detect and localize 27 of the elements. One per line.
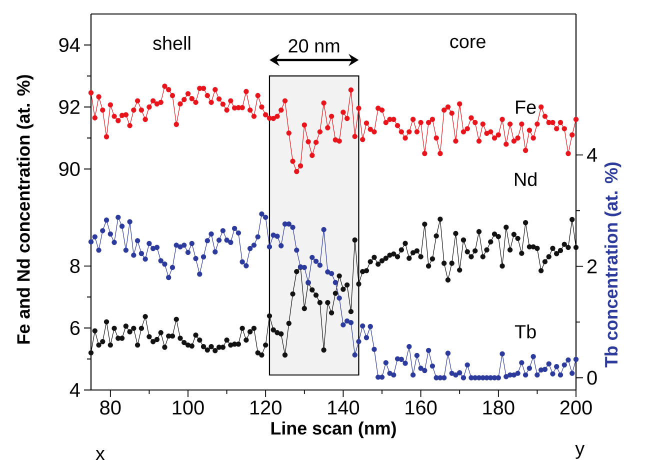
- y2-tick-label: 2: [588, 259, 597, 274]
- annotation: shell: [153, 36, 190, 50]
- y-tick-label: 90: [59, 162, 80, 176]
- y-tick-label: 8: [70, 258, 80, 274]
- text: y: [575, 444, 585, 459]
- x-tick-label: 120: [250, 400, 282, 415]
- y-tick-label: 94: [59, 38, 80, 52]
- y2-tick-label: 4: [586, 148, 598, 162]
- series-label: Tb: [514, 324, 536, 338]
- y-tick-label: 4: [70, 383, 80, 397]
- y2-tick-label: 0: [587, 370, 597, 385]
- x-tick-label: 100: [172, 400, 204, 415]
- y-tick-label: 6: [70, 320, 80, 336]
- x-tick-label: 160: [406, 400, 437, 415]
- y-tick-label: 92: [59, 100, 80, 114]
- y-axis-title: Fe and Nd concentration (at. %): [16, 75, 34, 344]
- y2-axis-title: Tb concentration (at. %): [604, 162, 622, 368]
- x-tick-label: 180: [483, 400, 514, 415]
- series-label: Nd: [515, 172, 536, 186]
- band-label: 20 nm: [288, 39, 340, 53]
- series-label: Fe: [516, 100, 536, 114]
- x-tick-label: 140: [328, 400, 360, 415]
- x-tick-label: 200: [560, 400, 592, 415]
- x-tick-label: 80: [100, 400, 121, 415]
- text: x: [96, 450, 105, 460]
- x-axis-title: Line scan (nm): [271, 421, 396, 438]
- annotation: core: [450, 38, 486, 48]
